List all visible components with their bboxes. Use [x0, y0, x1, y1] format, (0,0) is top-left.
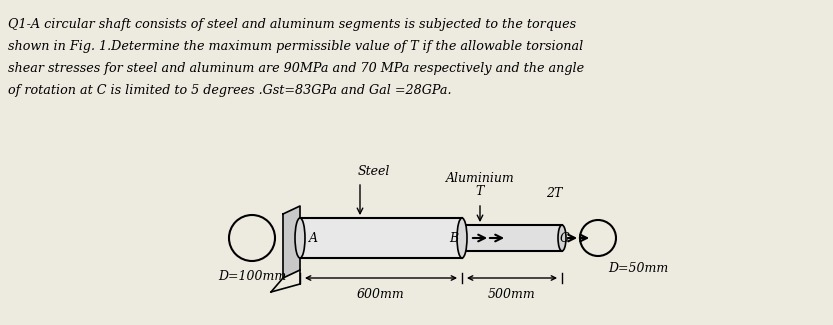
- Text: 500mm: 500mm: [488, 288, 536, 301]
- Text: T: T: [476, 185, 484, 198]
- Text: Aluminium: Aluminium: [446, 172, 514, 185]
- Text: D=100mm: D=100mm: [218, 270, 286, 283]
- Text: Steel: Steel: [358, 165, 391, 178]
- Ellipse shape: [457, 218, 467, 258]
- Bar: [300, 218, 462, 258]
- Text: 600mm: 600mm: [357, 288, 405, 301]
- Ellipse shape: [295, 218, 305, 258]
- Text: C: C: [560, 231, 570, 244]
- Text: of rotation at C is limited to 5 degrees .Gst=83GPa and Gal =28GPa.: of rotation at C is limited to 5 degrees…: [8, 84, 451, 97]
- Ellipse shape: [558, 225, 566, 251]
- Text: B: B: [449, 231, 458, 244]
- Text: shown in Fig. 1.Determine the maximum permissible value of T if the allowable to: shown in Fig. 1.Determine the maximum pe…: [8, 40, 583, 53]
- Text: Q1-A circular shaft consists of steel and aluminum segments is subjected to the : Q1-A circular shaft consists of steel an…: [8, 18, 576, 31]
- Polygon shape: [283, 206, 300, 278]
- Text: D=50mm: D=50mm: [608, 262, 668, 275]
- Bar: [462, 225, 562, 251]
- Text: A: A: [308, 231, 317, 244]
- Text: shear stresses for steel and aluminum are 90MPa and 70 MPa respectively and the : shear stresses for steel and aluminum ar…: [8, 62, 584, 75]
- Text: 2T: 2T: [546, 187, 562, 200]
